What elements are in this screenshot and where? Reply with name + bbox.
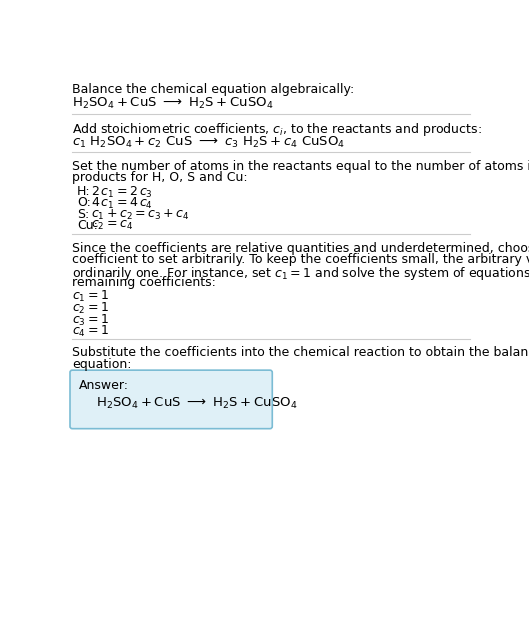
Text: Since the coefficients are relative quantities and underdetermined, choose a: Since the coefficients are relative quan… [72,241,529,255]
FancyBboxPatch shape [70,370,272,429]
Text: equation:: equation: [72,358,132,371]
Text: $c_3 = 1$: $c_3 = 1$ [72,312,109,327]
Text: products for H, O, S and Cu:: products for H, O, S and Cu: [72,172,248,184]
Text: Substitute the coefficients into the chemical reaction to obtain the balanced: Substitute the coefficients into the che… [72,346,529,359]
Text: $4\,c_1 = 4\,c_4$: $4\,c_1 = 4\,c_4$ [91,196,153,211]
Text: remaining coefficients:: remaining coefficients: [72,277,216,289]
Text: $c_2 = c_4$: $c_2 = c_4$ [91,219,133,233]
Text: $2\,c_1 = 2\,c_3$: $2\,c_1 = 2\,c_3$ [91,184,153,199]
Text: ordinarily one. For instance, set $c_1 = 1$ and solve the system of equations fo: ordinarily one. For instance, set $c_1 =… [72,265,529,282]
Text: $c_4 = 1$: $c_4 = 1$ [72,324,109,339]
Text: $\mathregular{H_2SO_4 + CuS\ \longrightarrow\ H_2S + CuSO_4}$: $\mathregular{H_2SO_4 + CuS\ \longrighta… [96,396,297,411]
Text: O:: O: [77,196,91,209]
Text: Answer:: Answer: [78,379,129,392]
Text: Cu:: Cu: [77,219,98,232]
Text: $c_1 + c_2 = c_3 + c_4$: $c_1 + c_2 = c_3 + c_4$ [91,208,189,222]
Text: S:: S: [77,208,89,221]
Text: coefficient to set arbitrarily. To keep the coefficients small, the arbitrary va: coefficient to set arbitrarily. To keep … [72,253,529,266]
Text: $\mathregular{H_2SO_4 + CuS\ \longrightarrow\ H_2S + CuSO_4}$: $\mathregular{H_2SO_4 + CuS\ \longrighta… [72,96,274,111]
Text: $c_1 = 1$: $c_1 = 1$ [72,289,109,304]
Text: Balance the chemical equation algebraically:: Balance the chemical equation algebraica… [72,83,354,96]
Text: $c_1\ \mathregular{H_2SO_4} + c_2\ \mathregular{CuS}\ \longrightarrow\ c_3\ \mat: $c_1\ \mathregular{H_2SO_4} + c_2\ \math… [72,135,345,150]
Text: H:: H: [77,184,90,198]
Text: $c_2 = 1$: $c_2 = 1$ [72,301,109,316]
Text: Set the number of atoms in the reactants equal to the number of atoms in the: Set the number of atoms in the reactants… [72,160,529,173]
Text: Add stoichiometric coefficients, $c_i$, to the reactants and products:: Add stoichiometric coefficients, $c_i$, … [72,122,482,139]
